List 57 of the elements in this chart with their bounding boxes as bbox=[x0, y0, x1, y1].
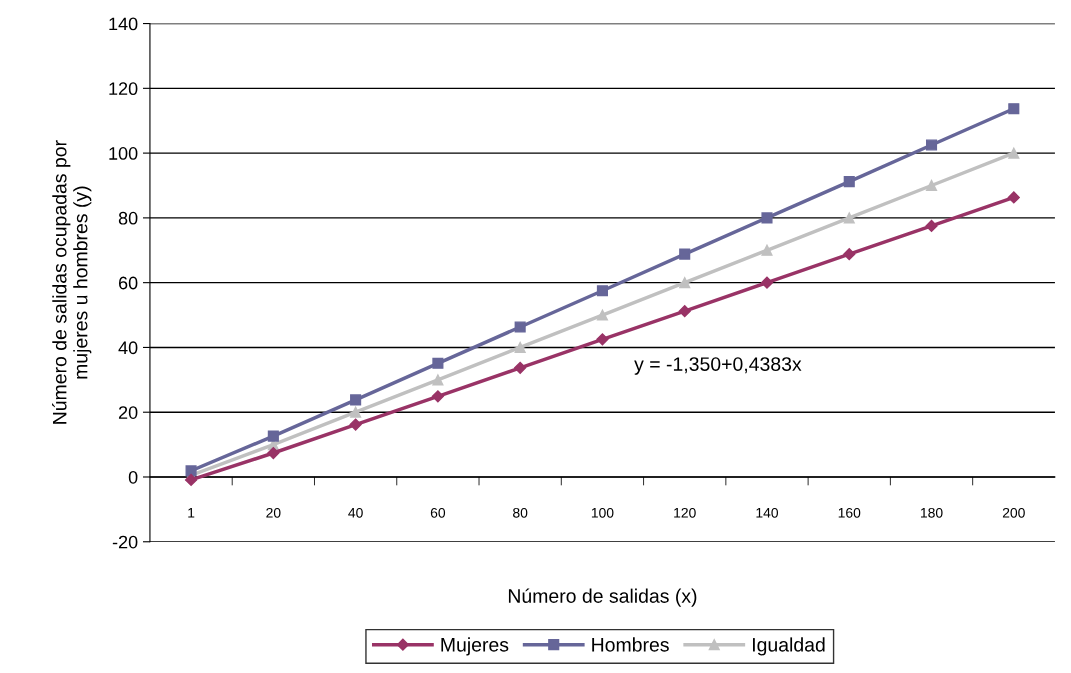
point bbox=[761, 212, 773, 224]
point bbox=[925, 179, 938, 192]
point bbox=[514, 341, 526, 353]
x-tick-label: 140 bbox=[756, 507, 779, 518]
point bbox=[267, 430, 279, 442]
point bbox=[596, 285, 608, 297]
point bbox=[267, 446, 280, 460]
point bbox=[761, 244, 773, 256]
point bbox=[431, 390, 444, 403]
point bbox=[1008, 147, 1020, 159]
x-tick-label: 120 bbox=[674, 507, 696, 518]
point bbox=[1008, 103, 1020, 115]
x-axis-title: Número de salidas (x) bbox=[508, 588, 697, 607]
point bbox=[514, 321, 526, 333]
point bbox=[843, 212, 855, 224]
y-tick-label: 80 bbox=[118, 211, 138, 225]
y-tick-label: 60 bbox=[118, 276, 138, 290]
x-tick-label: 1 bbox=[188, 508, 195, 518]
x-tick-label: 200 bbox=[1002, 507, 1025, 518]
point bbox=[925, 139, 938, 151]
point bbox=[349, 418, 362, 431]
x-tick-label: 20 bbox=[266, 507, 281, 518]
y-tick-label: -20 bbox=[112, 535, 138, 549]
point bbox=[350, 406, 362, 418]
point bbox=[185, 465, 197, 477]
point bbox=[760, 276, 774, 289]
y-tick-label: 40 bbox=[118, 341, 138, 355]
point bbox=[596, 309, 608, 321]
point bbox=[843, 248, 856, 261]
y-tick-label: 100 bbox=[109, 147, 138, 160]
legend-label: Igualdad bbox=[752, 637, 825, 656]
point bbox=[843, 176, 855, 188]
legend-label: Hombres bbox=[592, 637, 669, 652]
x-tick-label: 60 bbox=[430, 507, 446, 518]
point bbox=[1007, 191, 1020, 204]
point bbox=[679, 277, 691, 289]
y-tick-label: 120 bbox=[109, 82, 138, 96]
legend-label: Mujeres bbox=[441, 637, 509, 656]
point bbox=[432, 357, 444, 369]
y-tick-label: 20 bbox=[118, 406, 138, 419]
point bbox=[925, 219, 938, 233]
point bbox=[678, 305, 691, 318]
annotation: y = -1,350+0,4383x bbox=[634, 357, 802, 375]
x-tick-label: 40 bbox=[348, 507, 363, 518]
point bbox=[350, 394, 362, 406]
x-tick-label: 100 bbox=[591, 507, 614, 518]
y-axis-title: Número de salidas ocupadas por mujeres u hombres (y) bbox=[52, 140, 92, 424]
point bbox=[679, 248, 691, 260]
point bbox=[432, 374, 444, 386]
point bbox=[596, 333, 609, 346]
x-tick-label: 80 bbox=[513, 507, 528, 518]
x-tick-label: 180 bbox=[921, 507, 943, 518]
point bbox=[514, 361, 527, 374]
y-tick-label: 140 bbox=[109, 17, 138, 31]
point bbox=[184, 473, 198, 487]
x-tick-label: 160 bbox=[838, 507, 861, 518]
y-tick-label: 0 bbox=[128, 470, 138, 484]
